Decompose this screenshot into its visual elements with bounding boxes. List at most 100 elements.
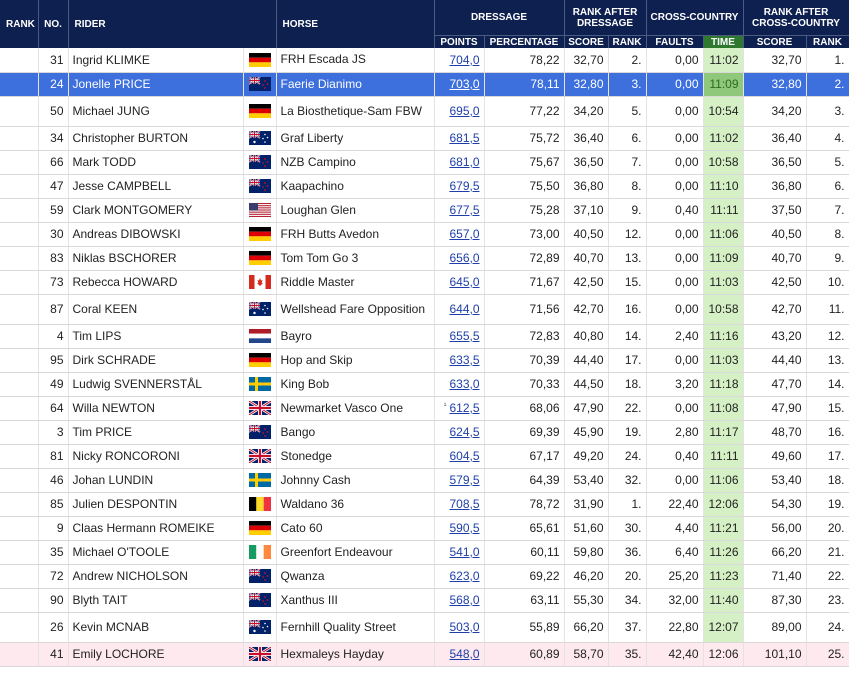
- rank-after-xc: 22.: [806, 564, 849, 589]
- header-rank: RANK: [0, 0, 39, 48]
- table-row[interactable]: 47 Jesse CAMPBELL Kaapachino 679,5 75,50…: [0, 174, 849, 199]
- dressage-rank: 17.: [608, 348, 647, 373]
- score-after-xc: 44,40: [743, 348, 807, 373]
- table-row[interactable]: 72 Andrew NICHOLSON Qwanza 623,0 69,22 4…: [0, 564, 849, 589]
- dressage-percentage: 67,17: [484, 444, 565, 469]
- horse-name: Xanthus III: [276, 588, 435, 613]
- table-row[interactable]: 83 Niklas BSCHORER Tom Tom Go 3 656,0 72…: [0, 246, 849, 271]
- dressage-percentage: 75,28: [484, 198, 565, 223]
- table-row[interactable]: 66 Mark TODD NZB Campino 681,0 75,67 36,…: [0, 150, 849, 175]
- dressage-points-link[interactable]: 657,0: [449, 227, 480, 241]
- horse-name: Hop and Skip: [276, 348, 435, 373]
- rank-after-xc: 4.: [806, 126, 849, 151]
- table-row[interactable]: 49 Ludwig SVENNERSTÅL King Bob 633,0 70,…: [0, 372, 849, 397]
- table-row[interactable]: 85 Julien DESPONTIN Waldano 36 708,5 78,…: [0, 492, 849, 517]
- score-after-xc: 47,90: [743, 396, 807, 421]
- table-row[interactable]: 95 Dirk SCHRADE Hop and Skip 633,5 70,39…: [0, 348, 849, 373]
- table-row[interactable]: 73 Rebecca HOWARD Riddle Master 645,0 71…: [0, 270, 849, 295]
- dressage-points-link[interactable]: 503,0: [449, 620, 480, 634]
- score-after-xc: 43,20: [743, 324, 807, 349]
- dressage-points-link[interactable]: 612,5: [449, 401, 480, 415]
- dressage-points-link[interactable]: 548,0: [449, 647, 480, 661]
- rank-cell: [0, 468, 39, 493]
- rank-cell: [0, 174, 39, 199]
- dressage-points-link[interactable]: 677,5: [449, 203, 480, 217]
- dressage-percentage: 72,83: [484, 324, 565, 349]
- table-row[interactable]: 31 Ingrid KLIMKE FRH Escada JS 704,0 78,…: [0, 48, 849, 73]
- xc-faults: 0,00: [646, 150, 704, 175]
- dressage-points-link[interactable]: 644,0: [449, 302, 480, 316]
- dressage-points-link[interactable]: 633,0: [449, 377, 480, 391]
- rider-name: Mark TODD: [68, 150, 244, 175]
- dressage-percentage: 75,72: [484, 126, 565, 151]
- table-row[interactable]: 34 Christopher BURTON Graf Liberty 681,5…: [0, 126, 849, 151]
- table-row[interactable]: 26 Kevin MCNAB Fernhill Quality Street 5…: [0, 612, 849, 643]
- table-row[interactable]: 41 Emily LOCHORE Hexmaleys Hayday 548,0 …: [0, 642, 849, 667]
- table-row[interactable]: 90 Blyth TAIT Xanthus III 568,0 63,11 55…: [0, 588, 849, 613]
- dressage-points-link[interactable]: 645,0: [449, 275, 480, 289]
- xc-time: 11:40: [703, 588, 744, 613]
- table-row[interactable]: 3 Tim PRICE Bango 624,5 69,39 45,90 19. …: [0, 420, 849, 445]
- dressage-points-link[interactable]: 590,5: [449, 521, 480, 535]
- flag-icon: [248, 76, 271, 92]
- dressage-points-link[interactable]: 681,5: [449, 131, 480, 145]
- dressage-points-link[interactable]: 624,5: [449, 425, 480, 439]
- rank-after-xc: 18.: [806, 468, 849, 493]
- subheader-percentage: PERCENTAGE: [484, 35, 565, 48]
- table-row[interactable]: 9 Claas Hermann ROMEIKE Cato 60 590,5 65…: [0, 516, 849, 541]
- dressage-score: 47,90: [564, 396, 609, 421]
- dressage-score: 53,40: [564, 468, 609, 493]
- flag-icon: [247, 646, 272, 663]
- table-row[interactable]: 81 Nicky RONCORONI Stonedge 604,5 67,17 …: [0, 444, 849, 469]
- table-row[interactable]: 87 Coral KEEN Wellshead Fare Opposition …: [0, 294, 849, 325]
- dressage-points-link[interactable]: 679,5: [449, 179, 480, 193]
- xc-faults: 3,20: [646, 372, 704, 397]
- dressage-points-link[interactable]: 695,0: [449, 104, 480, 118]
- dressage-points-link[interactable]: 655,5: [449, 329, 480, 343]
- rank-cell: [0, 444, 39, 469]
- table-row[interactable]: 35 Michael O'TOOLE Greenfort Endeavour 5…: [0, 540, 849, 565]
- subheader-score: SCORE: [564, 35, 609, 48]
- xc-faults: 0,00: [646, 396, 704, 421]
- horse-name: Stonedge: [276, 444, 435, 469]
- dressage-points-link[interactable]: 568,0: [449, 593, 480, 607]
- dressage-points-link[interactable]: 579,5: [449, 473, 480, 487]
- table-row[interactable]: 24 Jonelle PRICE Faerie Dianimo 703,0 78…: [0, 72, 849, 97]
- subheader-rank: RANK: [608, 35, 647, 48]
- table-row[interactable]: 4 Tim LIPS Bayro 655,5 72,83 40,80 14. 2…: [0, 324, 849, 349]
- table-row[interactable]: 46 Johan LUNDIN Johnny Cash 579,5 64,39 …: [0, 468, 849, 493]
- start-number: 85: [38, 492, 69, 517]
- dressage-points-link[interactable]: 623,0: [449, 569, 480, 583]
- table-row[interactable]: 50 Michael JUNG La Biosthetique-Sam FBW …: [0, 96, 849, 127]
- dressage-score: 40,70: [564, 246, 609, 271]
- xc-faults: 0,00: [646, 246, 704, 271]
- subheader-faults: FAULTS: [646, 35, 704, 48]
- rank-after-xc: 6.: [806, 174, 849, 199]
- dressage-points-link[interactable]: 656,0: [449, 251, 480, 265]
- rank-cell: [0, 396, 39, 421]
- xc-time: 12:07: [703, 612, 744, 643]
- dressage-points-link[interactable]: 703,0: [449, 77, 480, 91]
- rider-name: Kevin MCNAB: [68, 612, 244, 643]
- start-number: 83: [38, 246, 69, 271]
- xc-time: 11:21: [703, 516, 744, 541]
- dressage-points-link[interactable]: 541,0: [449, 545, 480, 559]
- dressage-score: 32,70: [564, 48, 609, 73]
- score-after-xc: 37,50: [743, 198, 807, 223]
- dressage-points-link[interactable]: 704,0: [449, 52, 480, 67]
- table-row[interactable]: 30 Andreas DIBOWSKI FRH Butts Avedon 657…: [0, 222, 849, 247]
- dressage-points-link[interactable]: 604,5: [449, 449, 480, 463]
- table-row[interactable]: 64 Willa NEWTON Newmarket Vasco One ¹ 612…: [0, 396, 849, 421]
- table-row[interactable]: 59 Clark MONTGOMERY Loughan Glen 677,5 7…: [0, 198, 849, 223]
- dressage-score: 55,30: [564, 588, 609, 613]
- start-number: 46: [38, 468, 69, 493]
- dressage-score: 37,10: [564, 198, 609, 223]
- start-number: 31: [38, 48, 69, 73]
- rider-name: Ingrid KLIMKE: [68, 48, 244, 73]
- dressage-rank: 14.: [608, 324, 647, 349]
- rider-name: Andreas DIBOWSKI: [68, 222, 244, 247]
- dressage-points-link[interactable]: 633,5: [449, 353, 480, 367]
- dressage-points-link[interactable]: 708,5: [449, 497, 480, 511]
- dressage-points-link[interactable]: 681,0: [449, 155, 480, 169]
